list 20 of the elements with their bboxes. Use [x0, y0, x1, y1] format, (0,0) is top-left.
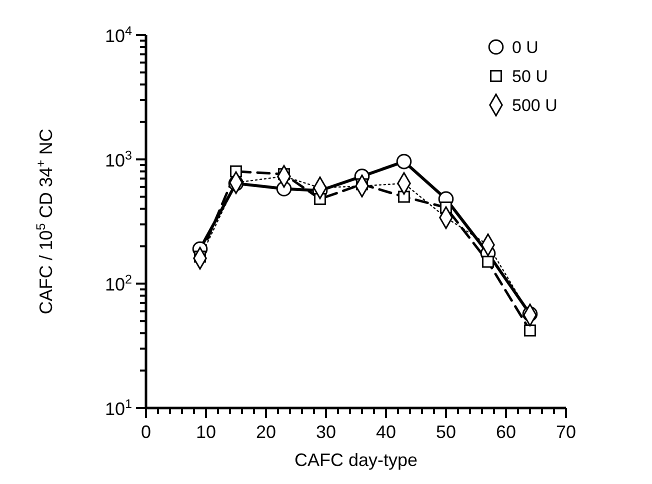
x-tick-label: 70: [556, 422, 576, 442]
x-tick-label: 20: [256, 422, 276, 442]
x-tick-label: 60: [496, 422, 516, 442]
x-tick-label: 50: [436, 422, 456, 442]
legend-label: 0 U: [512, 38, 538, 57]
legend-label: 50 U: [512, 67, 548, 86]
y-tick-label: 10$^{4}$: [104, 24, 132, 46]
x-tick-label: 30: [316, 422, 336, 442]
y-tick-label: 10$^{1}$: [104, 397, 132, 419]
x-tick-label: 10: [196, 422, 216, 442]
x-axis-title: CAFC day-type: [294, 450, 418, 470]
y-tick-label: 10$^{3}$: [104, 148, 132, 170]
point: [396, 154, 412, 170]
y-tick-label: 10$^{2}$: [104, 272, 132, 295]
x-tick-label: 40: [376, 422, 396, 442]
legend-label: 500 U: [512, 96, 558, 115]
point: [482, 256, 494, 268]
point: [524, 324, 536, 337]
x-tick-label: 0: [140, 422, 152, 442]
point: [398, 190, 410, 203]
